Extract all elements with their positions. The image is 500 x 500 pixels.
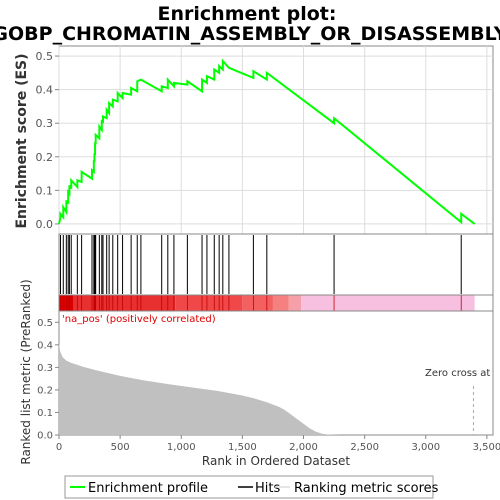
metric-y-tick-label: 0.2 [37,385,53,396]
x-axis-label: Rank in Ordered Dataset [202,454,350,468]
legend-metric-label: Ranking metric scores [294,481,439,496]
chart-title-line2: GOBP_CHROMATIN_ASSEMBLY_OR_DISASSEMBLY [0,23,500,45]
es-y-tick-label: 0.4 [36,84,54,97]
metric-y-tick-label: 0.3 [37,363,53,374]
metric-y-tick-label: 0.5 [37,318,53,329]
x-tick-label: 0 [56,442,62,453]
es-y-tick-label: 0.2 [36,151,54,164]
x-tick-label: 2,000 [289,442,318,453]
x-tick-label: 3,000 [411,442,440,453]
heatmap-segment [242,295,273,311]
x-tick-label: 500 [111,442,130,453]
positive-correlation-label: 'na_pos' (positively correlated) [62,314,216,325]
es-y-axis-label: Enrichment score (ES) [14,53,30,228]
metric-y-tick-label: 0.4 [37,340,53,351]
legend-hits-label: Hits [255,481,280,496]
x-tick-label: 1,500 [228,442,257,453]
metric-y-tick-label: 0.0 [37,431,53,442]
x-tick-label: 3,500 [473,442,500,453]
heatmap-segment [74,295,175,311]
es-panel [59,46,493,234]
metric-y-axis-label: Ranked list metric (PreRanked) [19,279,33,464]
heatmap-segment [301,295,475,311]
es-y-ticks: 0.0 0.1 0.2 0.3 0.4 0.5 [36,50,60,231]
metric-y-ticks: 0.0 0.1 0.2 0.3 0.4 0.5 [37,318,59,442]
chart-title-line1: Enrichment plot: [158,3,337,25]
es-y-tick-label: 0.0 [36,218,54,231]
x-tick-label: 1,000 [167,442,196,453]
rank-heatmap-bar [59,295,493,311]
es-y-tick-label: 0.3 [36,117,54,130]
x-tick-label: 2,500 [350,442,379,453]
heatmap-segment [289,295,301,311]
heatmap-segment [273,295,289,311]
zero-cross-label: Zero cross at [425,368,490,379]
metric-y-tick-label: 0.1 [37,408,53,419]
metric-x-ticks: 0 500 1,000 1,500 2,000 2,500 3,000 3,500 [56,435,500,453]
heatmap-segment [175,295,242,311]
hits-panel [59,234,493,295]
legend-profile-label: Enrichment profile [88,481,208,496]
es-y-tick-label: 0.1 [36,184,54,197]
es-y-tick-label: 0.5 [36,50,54,63]
